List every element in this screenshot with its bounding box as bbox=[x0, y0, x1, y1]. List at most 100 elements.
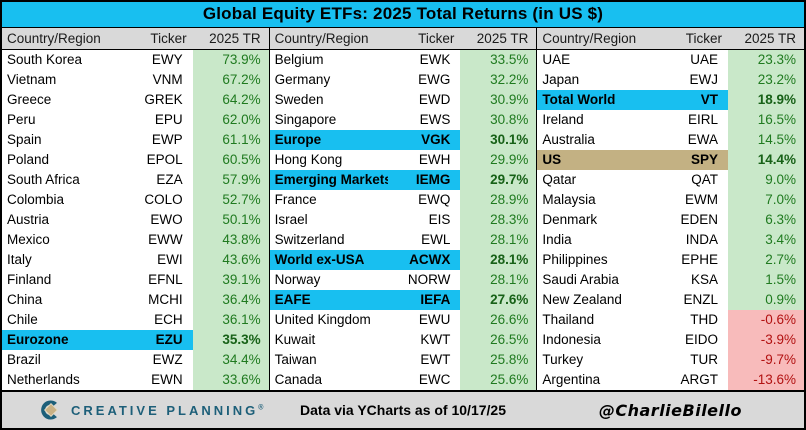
table-row: Vietnam VNM 67.2% bbox=[2, 70, 269, 91]
ticker-cell: EWG bbox=[418, 72, 451, 88]
country-cell: Turkey bbox=[542, 352, 584, 368]
country-cell: Israel bbox=[274, 212, 308, 228]
etf-table-group-3: Country/Region Ticker 2025 TR UAE UAE 23.3% Ja… bbox=[536, 27, 805, 391]
return-cell: 28.1% bbox=[460, 230, 537, 251]
ticker-cell: EWQ bbox=[418, 192, 451, 208]
return-cell: 18.9% bbox=[728, 90, 805, 111]
table-row: Chile ECH 36.1% bbox=[2, 310, 269, 331]
table-row: Denmark EDEN 6.3% bbox=[537, 210, 805, 231]
ticker-cell: EZA bbox=[156, 172, 183, 188]
table-row: Germany EWG 32.2% bbox=[270, 70, 537, 91]
ticker-cell: EWW bbox=[148, 232, 183, 248]
ticker-cell: EPHE bbox=[681, 252, 719, 268]
return-cell: 1.5% bbox=[728, 270, 805, 291]
country-cell: Hong Kong bbox=[274, 152, 343, 168]
country-cell: UAE bbox=[542, 52, 571, 68]
return-cell: 28.9% bbox=[460, 190, 537, 211]
return-cell: 29.9% bbox=[460, 150, 537, 171]
return-cell: 34.4% bbox=[192, 350, 269, 371]
ticker-cell: EWS bbox=[419, 112, 451, 128]
ticker-cell: EWZ bbox=[152, 352, 183, 368]
return-cell: 25.8% bbox=[460, 350, 537, 371]
table-row: Taiwan EWT 25.8% bbox=[270, 350, 537, 371]
return-cell: 23.2% bbox=[728, 70, 805, 91]
country-cell: Thailand bbox=[542, 312, 595, 328]
return-cell: -3.9% bbox=[728, 330, 805, 351]
creative-planning-logo: CREATIVE PLANNING® bbox=[40, 398, 263, 422]
return-cell: 28.3% bbox=[460, 210, 537, 231]
return-cell: 35.3% bbox=[192, 330, 269, 351]
table-row: World ex-USA ACWX 28.1% bbox=[269, 250, 537, 271]
country-cell: Eurozone bbox=[2, 330, 121, 351]
country-cell: Qatar bbox=[542, 172, 577, 188]
etf-table: Country/Region Ticker 2025 TR South Korea EW… bbox=[2, 27, 269, 391]
country-cell: Germany bbox=[274, 72, 331, 88]
return-cell: 27.6% bbox=[460, 290, 537, 311]
creative-planning-logo-icon bbox=[41, 400, 59, 420]
table-row: Switzerland EWL 28.1% bbox=[270, 230, 537, 251]
country-cell: Belgium bbox=[274, 52, 324, 68]
ticker-cell: THD bbox=[690, 312, 719, 328]
country-cell: Argentina bbox=[542, 372, 601, 388]
country-cell: Chile bbox=[7, 312, 38, 328]
table-row: Italy EWI 43.6% bbox=[2, 250, 269, 271]
table-row: Austria EWO 50.1% bbox=[2, 210, 269, 231]
ticker-cell: EWU bbox=[418, 312, 451, 328]
country-cell: EAFE bbox=[269, 290, 389, 311]
table-row: France EWQ 28.9% bbox=[270, 190, 537, 211]
table-row: Europe VGK 30.1% bbox=[269, 130, 537, 151]
country-cell: Finland bbox=[7, 272, 52, 288]
country-cell: South Korea bbox=[7, 52, 83, 68]
return-cell: 60.5% bbox=[192, 150, 269, 171]
country-cell: United Kingdom bbox=[274, 312, 371, 328]
table-row: China MCHI 36.4% bbox=[2, 290, 269, 311]
ticker-cell: MCHI bbox=[148, 292, 183, 308]
etf-table: Country/Region Ticker 2025 TR Belgium EWK 33.… bbox=[269, 27, 537, 391]
ticker-cell: UAE bbox=[690, 52, 719, 68]
return-cell: 25.6% bbox=[460, 370, 537, 391]
country-cell: Singapore bbox=[274, 112, 337, 128]
table-row: Mexico EWW 43.8% bbox=[2, 230, 269, 251]
etf-table-group-2: Country/Region Ticker 2025 TR Belgium EWK 33.… bbox=[268, 27, 537, 391]
return-cell: 3.4% bbox=[728, 230, 805, 251]
ticker-cell: EWI bbox=[157, 252, 183, 268]
table-row: Indonesia EIDO -3.9% bbox=[537, 330, 805, 351]
country-cell: Spain bbox=[7, 132, 42, 148]
ticker-cell: EFNL bbox=[148, 272, 183, 288]
etf-table: Country/Region Ticker 2025 TR UAE UAE 23.3% Ja… bbox=[537, 27, 805, 391]
twitter-handle: @CharlieBilello bbox=[598, 400, 742, 420]
return-cell: 33.6% bbox=[192, 370, 269, 391]
ticker-cell: VNM bbox=[152, 72, 183, 88]
table-row: EAFE IEFA 27.6% bbox=[269, 290, 537, 311]
table-row: Australia EWA 14.5% bbox=[537, 130, 805, 151]
table-row: Hong Kong EWH 29.9% bbox=[270, 150, 537, 171]
ticker-cell: ARGT bbox=[680, 372, 719, 388]
country-cell: New Zealand bbox=[542, 292, 622, 308]
return-cell: 9.0% bbox=[728, 170, 805, 191]
country-cell: Emerging Markets bbox=[269, 170, 389, 191]
return-cell: -9.7% bbox=[728, 350, 805, 371]
table-row: Finland EFNL 39.1% bbox=[2, 270, 269, 291]
ticker-cell: EIRL bbox=[688, 112, 719, 128]
table-row: Brazil EWZ 34.4% bbox=[2, 350, 269, 371]
table-row: Sweden EWD 30.9% bbox=[270, 90, 537, 111]
country-cell: Malaysia bbox=[542, 192, 596, 208]
return-cell: 0.9% bbox=[728, 290, 805, 311]
return-cell: 30.9% bbox=[460, 90, 537, 111]
country-cell: Europe bbox=[269, 130, 389, 151]
return-cell: 2.7% bbox=[728, 250, 805, 271]
return-cell: 43.6% bbox=[192, 250, 269, 271]
country-cell: Denmark bbox=[542, 212, 598, 228]
country-cell: Australia bbox=[542, 132, 595, 148]
ticker-cell: COLO bbox=[144, 192, 183, 208]
ticker-cell: GREK bbox=[144, 92, 183, 108]
return-cell: 14.5% bbox=[728, 130, 805, 151]
return-cell: -0.6% bbox=[728, 310, 805, 331]
table-row: Singapore EWS 30.8% bbox=[270, 110, 537, 131]
table-row: Malaysia EWM 7.0% bbox=[537, 190, 805, 211]
table-row: Peru EPU 62.0% bbox=[2, 110, 269, 131]
ticker-cell: EPOL bbox=[146, 152, 183, 168]
etf-table-group-1: Country/Region Ticker 2025 TR South Korea EW… bbox=[2, 27, 269, 391]
registered-mark: ® bbox=[258, 404, 264, 412]
ticker-cell: IEMG bbox=[388, 170, 461, 191]
